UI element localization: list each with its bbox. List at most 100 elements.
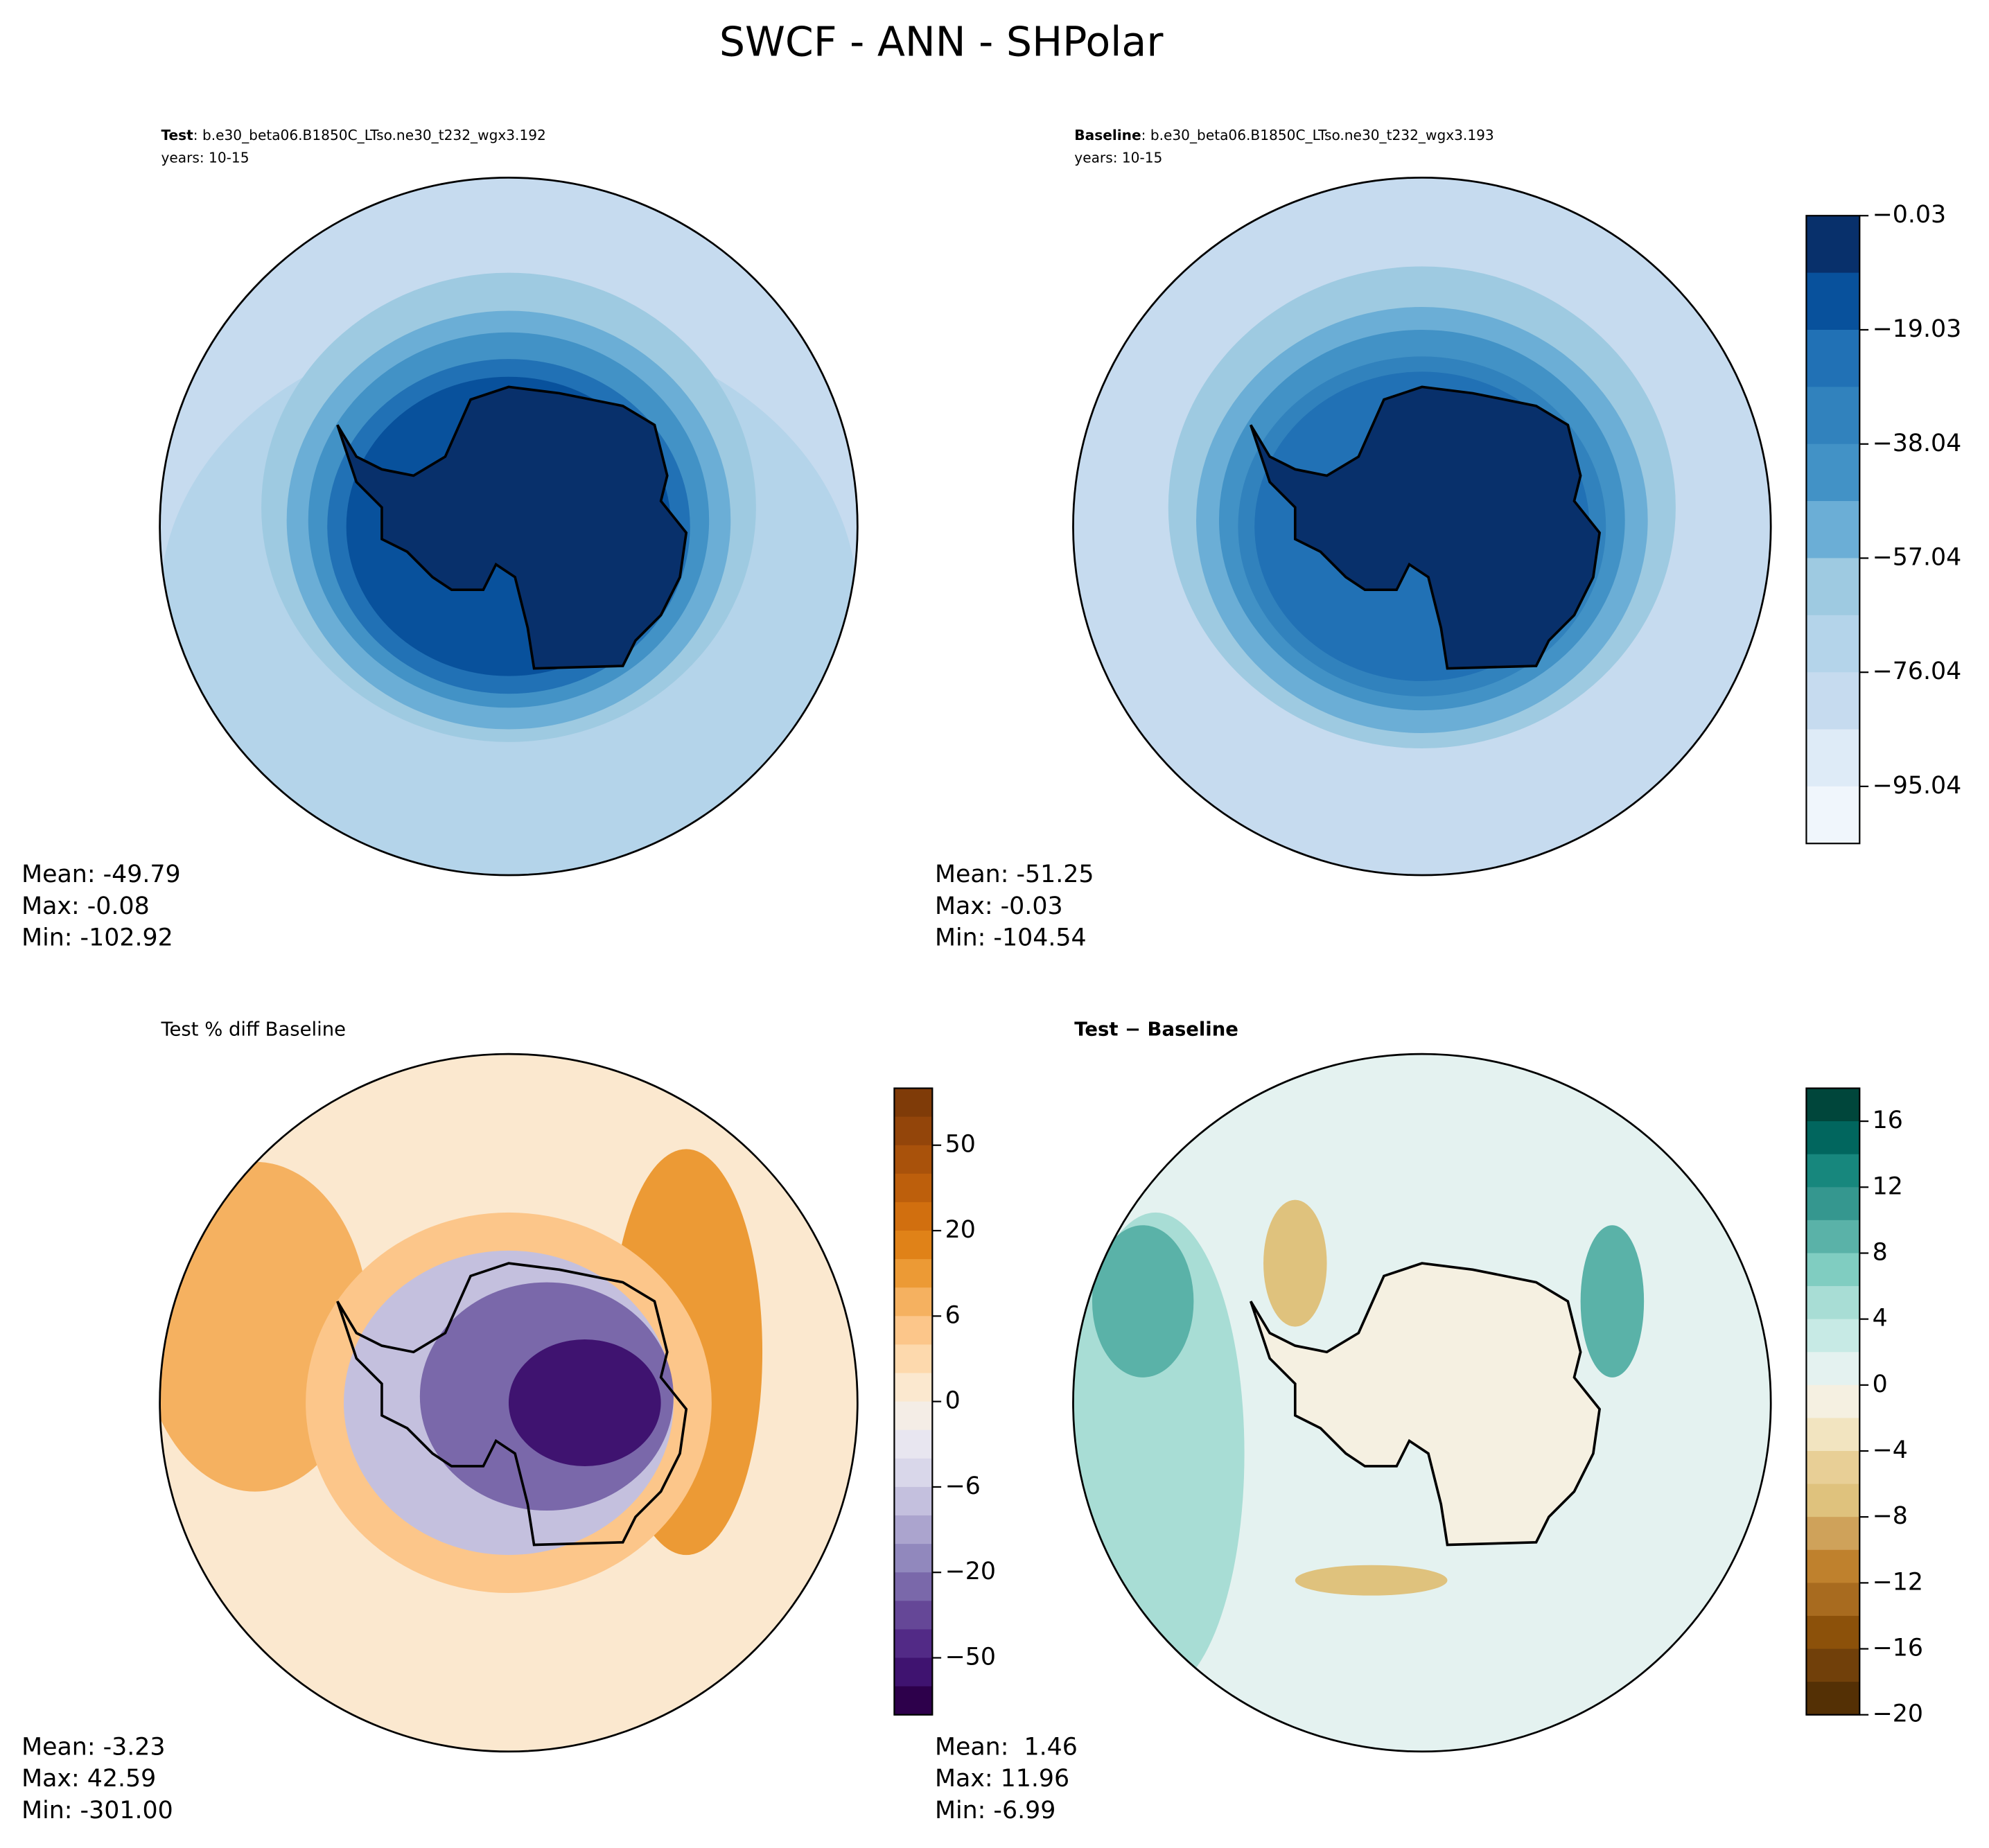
label-text: Test % diff Baseline — [160, 1019, 346, 1040]
color-band — [894, 1572, 933, 1602]
tick-label: 50 — [945, 1131, 976, 1159]
color-band — [1806, 1088, 1860, 1123]
tick-label: 6 — [945, 1301, 961, 1329]
label-bold: Baseline — [1074, 126, 1141, 143]
panel-label: Test − Baseline — [1074, 1019, 1238, 1040]
label-text: : b.e30_beta06.B1850C_LTso.ne30_t232_wgx… — [193, 126, 546, 143]
tick-label: −76.04 — [1873, 658, 1962, 685]
color-band — [894, 1458, 933, 1488]
stat-line: Max: 11.96 — [935, 1765, 1069, 1793]
color-band — [1806, 501, 1860, 559]
tick-label: 16 — [1873, 1107, 1903, 1134]
color-band — [1806, 786, 1860, 845]
colorbar-frame — [1805, 1087, 1861, 1716]
stat-line: Max: -0.08 — [21, 892, 150, 920]
color-band — [894, 1429, 933, 1459]
color-band — [1806, 1384, 1860, 1419]
years-label: years: 10-15 — [1074, 149, 1162, 166]
color-band — [1806, 1253, 1860, 1287]
color-band — [1806, 272, 1860, 331]
tick-label: −20 — [945, 1558, 996, 1585]
color-band — [894, 1287, 933, 1317]
color-band — [1806, 329, 1860, 388]
stat-line: Min: -6.99 — [935, 1797, 1055, 1824]
color-band — [1806, 387, 1860, 445]
figure-title: SWCF - ANN - SHPolar — [719, 18, 1164, 65]
color-band — [1806, 1418, 1860, 1452]
color-band — [1806, 1121, 1860, 1155]
color-band — [894, 1145, 933, 1174]
color-band — [894, 1486, 933, 1516]
color-band — [894, 1373, 933, 1402]
panel-label: Baseline: b.e30_beta06.B1850C_LTso.ne30_… — [1074, 126, 1493, 143]
color-band — [1806, 615, 1860, 674]
color-band — [1806, 558, 1860, 616]
tick-label: −57.04 — [1873, 543, 1962, 571]
tick-label: −50 — [945, 1644, 996, 1671]
tick-label: −4 — [1873, 1436, 1908, 1464]
tick-label: 20 — [945, 1216, 976, 1244]
color-band — [894, 1657, 933, 1687]
tick-label: −95.04 — [1873, 772, 1962, 800]
tick-label: −6 — [945, 1472, 981, 1500]
color-band — [894, 1202, 933, 1231]
color-band — [894, 1231, 933, 1260]
stat-line: Mean: -51.25 — [935, 861, 1094, 888]
color-band — [1806, 1682, 1860, 1716]
tick-label: −12 — [1873, 1568, 1923, 1596]
color-band — [1806, 1648, 1860, 1683]
color-band — [894, 1629, 933, 1659]
panel-label: Test: b.e30_beta06.B1850C_LTso.ne30_t232… — [161, 126, 545, 143]
years-label: years: 10-15 — [161, 149, 249, 166]
map — [1072, 1053, 1772, 1753]
map — [1072, 176, 1772, 877]
tick-label: −38.04 — [1873, 430, 1962, 457]
tick-label: 0 — [1873, 1371, 1888, 1398]
color-band — [894, 1259, 933, 1289]
color-band — [894, 1173, 933, 1203]
color-band — [1806, 729, 1860, 787]
color-band — [894, 1544, 933, 1574]
stat-line: Mean: -49.79 — [21, 861, 181, 888]
stat-line: Max: 42.59 — [21, 1765, 156, 1793]
tick-label: −16 — [1873, 1635, 1923, 1662]
stat-line: Max: -0.03 — [935, 892, 1063, 920]
tick-label: −0.03 — [1873, 201, 1947, 229]
color-band — [894, 1515, 933, 1545]
color-band — [894, 1088, 933, 1118]
color-band — [1806, 1615, 1860, 1650]
color-band — [894, 1686, 933, 1716]
color-band — [1806, 672, 1860, 730]
color-band — [1806, 443, 1860, 502]
color-band — [1806, 1451, 1860, 1485]
label-bold: Test − Baseline — [1074, 1019, 1238, 1040]
color-band — [1806, 1187, 1860, 1221]
color-band — [894, 1116, 933, 1146]
color-band — [1806, 215, 1860, 274]
stat-line: Min: -301.00 — [21, 1797, 173, 1824]
tick-label: −19.03 — [1873, 315, 1962, 343]
stat-line: Min: -102.92 — [21, 924, 173, 952]
color-band — [1806, 1319, 1860, 1353]
color-band — [894, 1316, 933, 1346]
stat-line: Mean: 1.46 — [935, 1733, 1078, 1761]
color-band — [894, 1401, 933, 1431]
map — [159, 176, 859, 877]
color-band — [1806, 1517, 1860, 1551]
tick-label: 12 — [1873, 1172, 1903, 1200]
tick-label: 0 — [945, 1387, 961, 1415]
color-band — [894, 1344, 933, 1374]
tick-label: −8 — [1873, 1502, 1908, 1530]
color-band — [1806, 1583, 1860, 1617]
color-band — [1806, 1484, 1860, 1518]
label-bold: Test — [161, 126, 193, 143]
label-text: : b.e30_beta06.B1850C_LTso.ne30_t232_wgx… — [1141, 126, 1494, 143]
map — [159, 1053, 859, 1753]
color-band — [1806, 1286, 1860, 1320]
tick-label: −20 — [1873, 1700, 1923, 1728]
tick-label: 8 — [1873, 1238, 1888, 1266]
color-band — [1806, 1352, 1860, 1386]
color-band — [1806, 1220, 1860, 1254]
panel-label: Test % diff Baseline — [160, 1019, 346, 1040]
